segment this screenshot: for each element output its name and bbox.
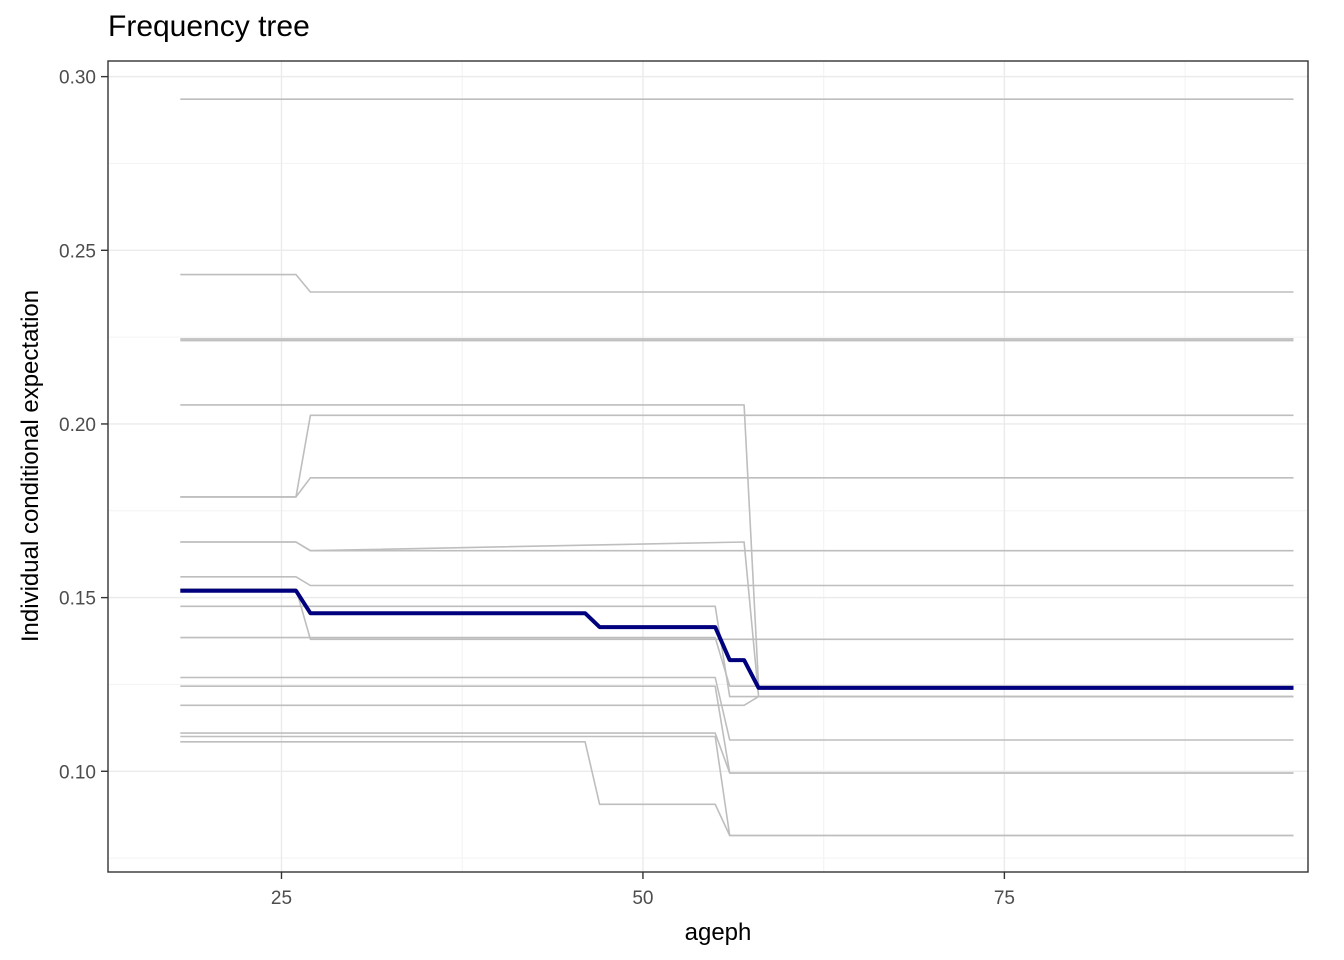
y-tick-label: 0.25: [59, 241, 96, 262]
x-tick-label: 50: [632, 888, 653, 909]
y-axis: 0.10 0.15 0.20 0.25 0.30: [59, 68, 108, 783]
y-tick-label: 0.15: [59, 589, 96, 610]
x-tick-label: 75: [994, 888, 1015, 909]
x-tick-label: 25: [271, 888, 292, 909]
chart-title: Frequency tree: [108, 10, 310, 43]
y-tick-label: 0.20: [59, 415, 96, 436]
average-curve: [180, 588, 1294, 690]
y-tick-label: 0.10: [59, 762, 96, 783]
ice-curve-14: [180, 676, 1294, 741]
ice-curve-10: [180, 575, 1294, 587]
minor-gridlines: [108, 61, 1308, 872]
ice-curve-16: [180, 695, 1294, 707]
y-axis-title: Individual conditional expectation: [17, 290, 44, 642]
x-axis: 25 50 75: [271, 872, 1015, 909]
ice-curve-6: [180, 476, 1294, 498]
plot-panel-border: [107, 60, 1309, 873]
x-axis-title: ageph: [685, 919, 752, 946]
y-tick-label: 0.30: [59, 68, 96, 89]
average-curve-line: [180, 588, 1294, 690]
ice-curve-17: [180, 732, 1294, 774]
plot-panel-background: [108, 61, 1308, 872]
ice-curve-2: [180, 273, 1294, 293]
ice-curves: [180, 98, 1294, 837]
ice-curve-19: [180, 740, 1294, 837]
